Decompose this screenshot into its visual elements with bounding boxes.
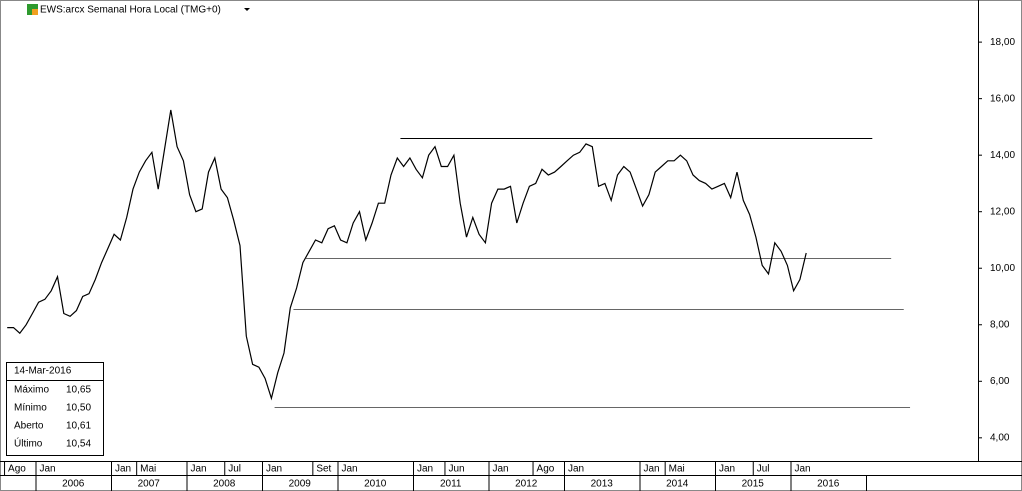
month-label: Jan: [191, 464, 207, 475]
info-label: Aberto: [14, 421, 44, 432]
info-box-frame: [6, 362, 104, 456]
month-label: Set: [316, 464, 331, 475]
month-label: Mai: [140, 464, 156, 475]
info-box: 14-Mar-2016 Máximo 10,65 Mínimo 10,50 Aberto…: [6, 362, 104, 456]
y-tick-label: 4,00: [990, 432, 1010, 443]
year-label: 2016: [817, 479, 840, 490]
month-label: Ago: [537, 464, 555, 475]
year-label: 2013: [591, 479, 614, 490]
month-label: Jan: [417, 464, 433, 475]
info-date: 14-Mar-2016: [14, 366, 72, 377]
year-label: 2007: [138, 479, 161, 490]
month-label: Mai: [669, 464, 685, 475]
year-label: 2014: [666, 479, 689, 490]
month-label: Jan: [115, 464, 131, 475]
month-label: Jan: [266, 464, 282, 475]
y-tick-label: 14,00: [990, 150, 1015, 161]
price-line: [7, 109, 807, 401]
y-tick-label: 16,00: [990, 93, 1015, 104]
month-label: Jan: [342, 464, 358, 475]
month-label: Jan: [719, 464, 735, 475]
info-label: Mínimo: [14, 403, 47, 414]
y-tick-label: 12,00: [990, 206, 1015, 217]
month-label: Jan: [644, 464, 660, 475]
month-label: Jan: [493, 464, 509, 475]
month-label: Jan: [40, 464, 56, 475]
plot-area: [7, 109, 911, 408]
month-label: Jul: [228, 464, 241, 475]
year-label: 2009: [289, 479, 312, 490]
month-label: Jan: [795, 464, 811, 475]
month-label: Ago: [8, 464, 26, 475]
year-label: 2015: [742, 479, 765, 490]
y-tick-label: 18,00: [990, 37, 1015, 48]
info-label: Último: [14, 437, 43, 450]
title-dropdown[interactable]: [244, 8, 250, 11]
year-label: 2012: [515, 479, 538, 490]
month-label: Jul: [757, 464, 770, 475]
month-label: Jun: [448, 464, 464, 475]
y-tick-label: 10,00: [990, 263, 1015, 274]
symbol-icon-corner: [32, 9, 38, 15]
info-value: 10,61: [66, 421, 91, 432]
y-tick-label: 6,00: [990, 376, 1010, 387]
info-value: 10,65: [66, 385, 91, 396]
info-value: 10,54: [66, 439, 91, 450]
y-tick-label: 8,00: [990, 319, 1010, 330]
year-label: 2010: [364, 479, 387, 490]
month-label: Jan: [568, 464, 584, 475]
chart-title: EWS:arcx Semanal Hora Local (TMG+0): [40, 5, 221, 16]
info-label: Máximo: [14, 385, 49, 396]
info-value: 10,50: [66, 403, 91, 414]
year-label: 2011: [440, 479, 462, 490]
year-label: 2006: [62, 479, 85, 490]
year-label: 2008: [213, 479, 236, 490]
